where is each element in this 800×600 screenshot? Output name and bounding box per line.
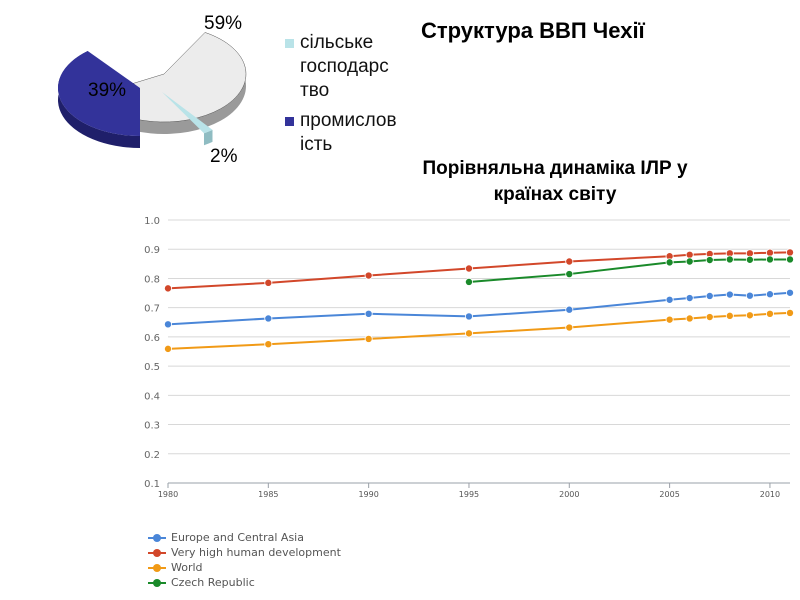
y-tick-label: 0.1 — [144, 479, 160, 490]
x-tick-label: 2000 — [559, 490, 579, 499]
pie-slice-label-industry: 39% — [88, 80, 127, 101]
data-point — [665, 315, 674, 324]
data-point — [705, 256, 714, 265]
data-point — [565, 270, 574, 279]
y-tick-label: 0.2 — [144, 450, 160, 461]
legend-marker — [148, 578, 166, 588]
data-point — [725, 290, 734, 299]
pie-slice — [162, 92, 213, 134]
data-point — [745, 311, 754, 320]
legend-item: Czech Republic — [148, 575, 341, 590]
y-tick-label: 0.7 — [144, 304, 160, 315]
data-point — [565, 257, 574, 266]
legend-item: Europe and Central Asia — [148, 530, 341, 545]
line-chart: 0.1 0.2 0.3 0.4 0.5 0.6 0.7 0.8 0.9 1.0 1980 1985 19… — [144, 216, 795, 499]
data-point — [765, 309, 774, 318]
data-point — [464, 312, 473, 321]
legend-label: Europe and Central Asia — [171, 531, 304, 544]
series-line — [167, 251, 791, 290]
data-point — [786, 308, 795, 317]
data-point — [163, 284, 172, 293]
pie-chart — [57, 32, 247, 148]
x-tick-label: 1995 — [459, 490, 479, 499]
data-point — [264, 278, 273, 287]
x-tick-label: 2005 — [659, 490, 679, 499]
line-chart-title: Порівняльна динаміка ІЛР у країнах світу — [422, 158, 688, 205]
y-tick-label: 0.3 — [144, 421, 160, 432]
data-point — [745, 255, 754, 264]
pie-legend-item-agriculture: сільське господарс тво — [284, 31, 414, 103]
y-tick-label: 0.8 — [144, 274, 160, 285]
y-tick-label: 0.9 — [144, 245, 160, 256]
pie-legend: сільське господарс тво промислов ість — [284, 31, 414, 163]
data-point — [163, 344, 172, 353]
pie-legend-item-industry: промислов ість — [284, 109, 414, 157]
data-point — [786, 255, 795, 264]
data-point — [786, 288, 795, 297]
legend-marker — [148, 533, 166, 543]
data-point — [364, 271, 373, 280]
data-point — [765, 248, 774, 257]
line-chart-legend: Europe and Central Asia Very high human d… — [148, 530, 341, 590]
data-point — [786, 248, 795, 257]
pie-slice-side — [57, 51, 140, 148]
y-tick-label: 0.4 — [144, 391, 160, 402]
data-point — [705, 313, 714, 322]
y-tick-label: 1.0 — [144, 216, 160, 227]
data-point — [705, 291, 714, 300]
data-point — [464, 329, 473, 338]
data-point — [565, 323, 574, 332]
pie-legend-swatch-industry — [284, 116, 295, 127]
pie-slice-label-agriculture: 2% — [210, 146, 238, 167]
data-point — [364, 309, 373, 318]
data-point — [745, 291, 754, 300]
data-point — [765, 290, 774, 299]
legend-marker — [148, 563, 166, 573]
pie-legend-label-industry: промислов ість — [300, 110, 397, 155]
data-point — [765, 255, 774, 264]
y-tick-label: 0.6 — [144, 333, 160, 344]
pie-slice-side — [203, 129, 213, 146]
series-line — [167, 291, 791, 326]
legend-label: World — [171, 561, 203, 574]
data-point — [725, 311, 734, 320]
pie-slice — [57, 51, 140, 136]
data-point — [264, 340, 273, 349]
legend-item: World — [148, 560, 341, 575]
pie-legend-swatch-agriculture — [284, 38, 295, 49]
data-point — [364, 334, 373, 343]
data-point — [685, 257, 694, 266]
data-point — [685, 314, 694, 323]
data-point — [685, 294, 694, 303]
data-point — [665, 295, 674, 304]
y-tick-label: 0.5 — [144, 362, 160, 373]
x-tick-label: 1985 — [258, 490, 278, 499]
legend-label: Czech Republic — [171, 576, 255, 589]
x-tick-label: 1980 — [158, 490, 178, 499]
x-tick-label: 1990 — [358, 490, 378, 499]
legend-marker — [148, 548, 166, 558]
data-point — [264, 314, 273, 323]
pie-legend-label-agriculture: сільське господарс тво — [300, 32, 389, 101]
pie-slice-label-other: 59% — [204, 13, 243, 34]
data-point — [685, 250, 694, 259]
data-point — [665, 258, 674, 267]
legend-item: Very high human development — [148, 545, 341, 560]
legend-label: Very high human development — [171, 546, 341, 559]
pie-chart-title: Структура ВВП Чехії — [421, 18, 645, 43]
data-point — [464, 277, 473, 286]
x-tick-label: 2010 — [760, 490, 780, 499]
data-point — [464, 264, 473, 273]
data-point — [725, 255, 734, 264]
data-point — [565, 305, 574, 314]
data-point — [163, 320, 172, 329]
